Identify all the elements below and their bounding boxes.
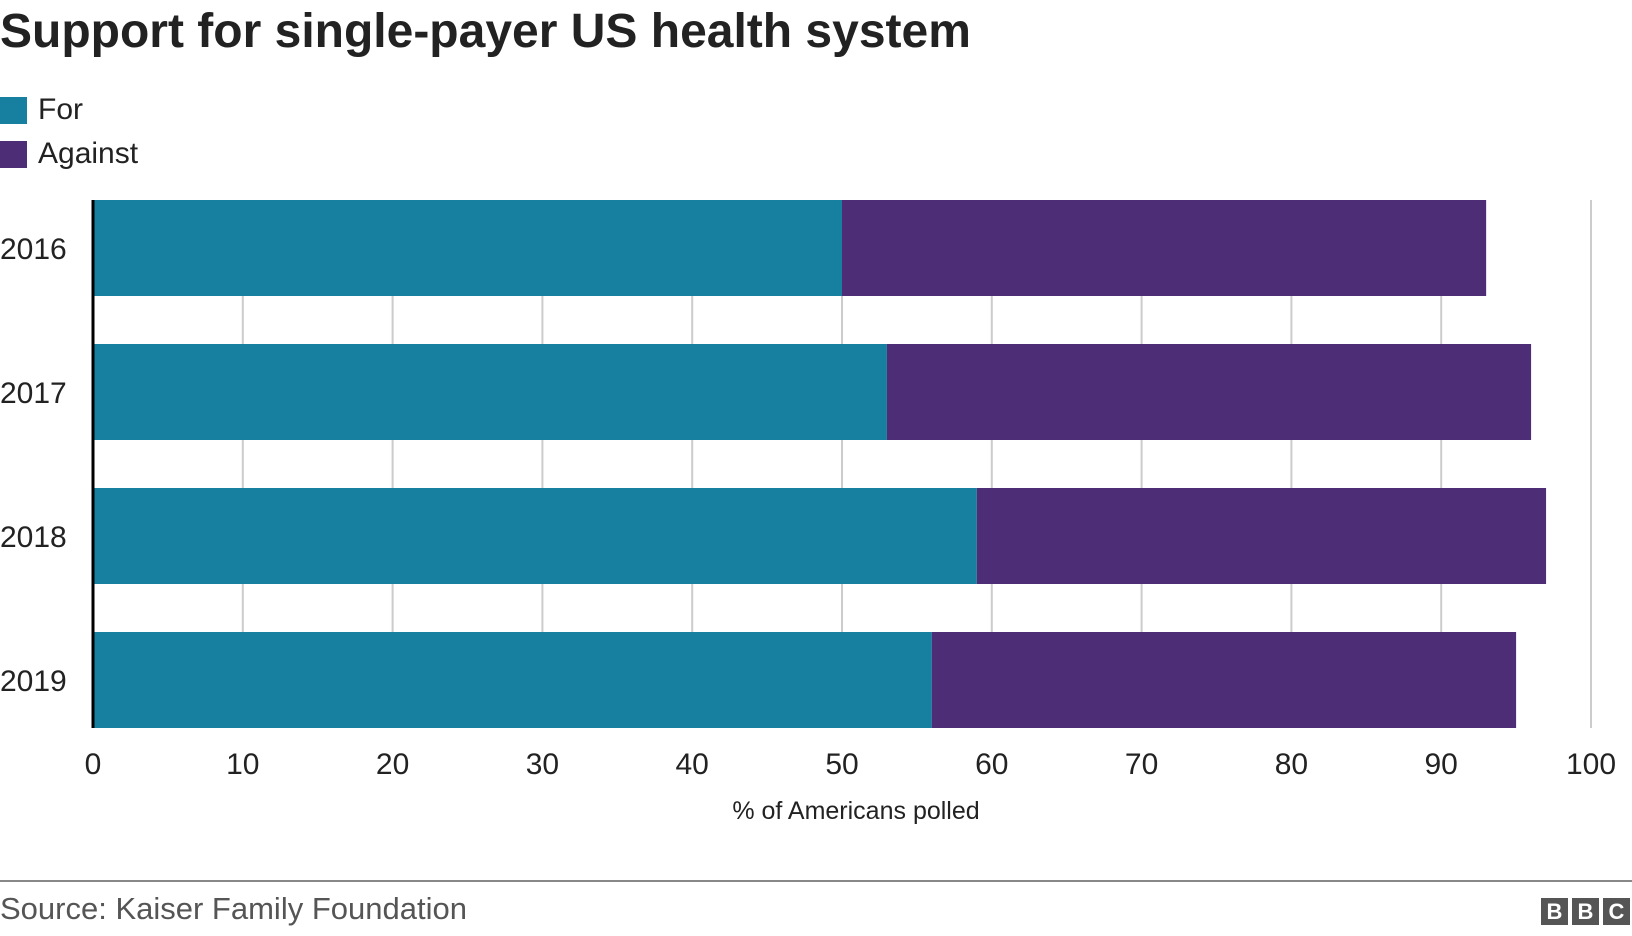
y-tick-label: 2016: [0, 233, 67, 266]
bar-against: [931, 632, 1517, 728]
source-note: Source: Kaiser Family Foundation: [0, 891, 467, 926]
footer-divider: [0, 880, 1632, 882]
legend-swatch-against: [0, 140, 27, 168]
chart-title: Support for single-payer US health syste…: [0, 5, 971, 58]
y-tick-label: 2018: [0, 521, 67, 554]
legend-swatch-for: [0, 96, 27, 124]
x-tick-label: 60: [975, 748, 1008, 781]
x-tick-label: 50: [825, 748, 858, 781]
y-tick-label: 2019: [0, 665, 67, 698]
bar-for: [93, 344, 887, 440]
bbc-logo: B B C: [1541, 898, 1630, 925]
x-tick-label: 80: [1275, 748, 1308, 781]
bar-against: [842, 200, 1487, 296]
legend: For Against: [0, 88, 138, 176]
legend-label-against: Against: [38, 137, 139, 170]
x-tick-label: 90: [1425, 748, 1458, 781]
y-tick-label: 2017: [0, 377, 67, 410]
bar-for: [93, 488, 977, 584]
bbc-logo-letter: B: [1572, 898, 1599, 925]
x-tick-label: 40: [676, 748, 709, 781]
bbc-logo-letter: C: [1603, 898, 1630, 925]
x-tick-label: 30: [526, 748, 559, 781]
bbc-logo-letter: B: [1541, 898, 1568, 925]
bar-against: [886, 344, 1532, 440]
bar-for: [93, 632, 932, 728]
bar-against: [976, 488, 1547, 584]
x-tick-label: 20: [376, 748, 409, 781]
x-tick-label: 100: [1566, 748, 1616, 781]
x-axis-label: % of Americans polled: [732, 797, 979, 825]
legend-item-for: For: [0, 88, 138, 132]
legend-item-against: Against: [0, 132, 138, 176]
bar-chart: 2016 2017 2018 2019 0 10 20 30 40 50 60 70 80 90 100 % …: [0, 200, 1616, 825]
legend-label-for: For: [38, 93, 83, 126]
bar-for: [93, 200, 842, 296]
x-tick-label: 0: [85, 748, 102, 781]
x-tick-label: 10: [226, 748, 259, 781]
x-tick-label: 70: [1125, 748, 1158, 781]
